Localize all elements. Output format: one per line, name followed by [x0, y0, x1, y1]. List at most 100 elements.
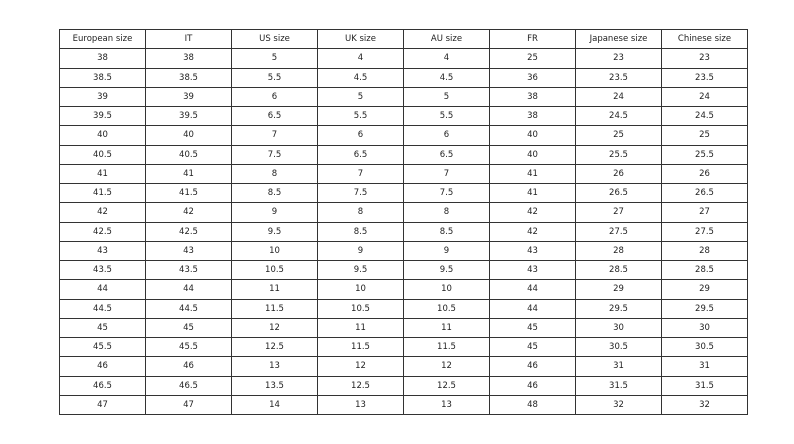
table-cell: 5 — [403, 86, 490, 108]
table-cell: 10 — [403, 279, 490, 300]
table-cell: 42.5 — [59, 221, 146, 242]
table-cell: 27.5 — [575, 221, 662, 242]
table-cell: 45 — [489, 317, 576, 339]
table-cell: 31.5 — [575, 375, 662, 396]
table-cell: 23 — [575, 48, 662, 69]
table-cell: 23.5 — [661, 67, 748, 88]
table-cell: 41 — [489, 163, 576, 185]
table-cell: 48 — [489, 394, 576, 416]
table-cell: 43 — [59, 240, 146, 262]
table-cell: 27 — [575, 202, 662, 223]
column-header: Japanese size — [575, 28, 662, 50]
table-cell: 40 — [59, 125, 146, 146]
table-cell: 8.5 — [317, 221, 404, 242]
table-cell: 7 — [317, 163, 404, 185]
table-cell: 24.5 — [661, 105, 748, 127]
table-cell: 5.5 — [403, 105, 490, 127]
table-row: 45 45 12 11 11 45 30 30 — [59, 317, 748, 339]
table-cell: 41.5 — [145, 182, 232, 204]
column-header: European size — [59, 28, 146, 50]
table-cell: 25.5 — [661, 144, 748, 165]
table-cell: 11.5 — [231, 298, 318, 319]
table-cell: 31 — [575, 356, 662, 377]
table-cell: 30 — [575, 317, 662, 339]
table-row: 43 43 10 9 9 43 28 28 — [59, 240, 748, 262]
table-cell: 46.5 — [59, 375, 146, 396]
table-cell: 44 — [145, 279, 232, 300]
table-cell: 42 — [489, 202, 576, 223]
table-cell: 8.5 — [403, 221, 490, 242]
column-header: Chinese size — [661, 28, 748, 50]
table-cell: 6.5 — [403, 144, 490, 165]
table-cell: 5.5 — [231, 67, 318, 88]
table-cell: 32 — [661, 394, 748, 416]
table-row: 39 39 6 5 5 38 24 24 — [59, 86, 748, 108]
table-cell: 7 — [403, 163, 490, 185]
table-cell: 39 — [59, 86, 146, 108]
table-header: European size IT US size UK size AU size FR Ja… — [59, 28, 748, 50]
table-cell: 8 — [317, 202, 404, 223]
table-cell: 9 — [317, 240, 404, 262]
table-cell: 27.5 — [661, 221, 748, 242]
table-cell: 31.5 — [661, 375, 748, 396]
table-row: 41 41 8 7 7 41 26 26 — [59, 163, 748, 185]
table-cell: 4.5 — [403, 67, 490, 88]
table-cell: 41 — [145, 163, 232, 185]
table-cell: 12.5 — [231, 336, 318, 358]
table-cell: 41.5 — [59, 182, 146, 204]
table-cell: 9 — [403, 240, 490, 262]
table-cell: 44 — [59, 279, 146, 300]
table-cell: 45 — [489, 336, 576, 358]
table-cell: 10.5 — [317, 298, 404, 319]
table-cell: 23 — [661, 48, 748, 69]
table-cell: 40 — [489, 125, 576, 146]
table-cell: 46.5 — [145, 375, 232, 396]
table-cell: 26 — [575, 163, 662, 185]
table-cell: 29.5 — [575, 298, 662, 319]
table-row: 40.5 40.5 7.5 6.5 6.5 40 25.5 25.5 — [59, 144, 748, 165]
table-cell: 38 — [145, 48, 232, 69]
table-cell: 40 — [489, 144, 576, 165]
table-cell: 40.5 — [145, 144, 232, 165]
table-cell: 38 — [489, 105, 576, 127]
table-cell: 10.5 — [231, 259, 318, 281]
table-cell: 43 — [145, 240, 232, 262]
table-cell: 24.5 — [575, 105, 662, 127]
table-cell: 4.5 — [317, 67, 404, 88]
table-cell: 29 — [661, 279, 748, 300]
table-cell: 9 — [231, 202, 318, 223]
table-cell: 12 — [231, 317, 318, 339]
table-cell: 11.5 — [403, 336, 490, 358]
table-cell: 25.5 — [575, 144, 662, 165]
table-cell: 26.5 — [661, 182, 748, 204]
table-cell: 38.5 — [145, 67, 232, 88]
table-cell: 39.5 — [59, 105, 146, 127]
table-cell: 27 — [661, 202, 748, 223]
table-cell: 11.5 — [317, 336, 404, 358]
table-cell: 43.5 — [59, 259, 146, 281]
table-row: 42 42 9 8 8 42 27 27 — [59, 202, 748, 223]
table-cell: 26.5 — [575, 182, 662, 204]
table-row: 43.5 43.5 10.5 9.5 9.5 43 28.5 28.5 — [59, 259, 748, 281]
table-cell: 30.5 — [575, 336, 662, 358]
table-cell: 24 — [661, 86, 748, 108]
table-cell: 25 — [661, 125, 748, 146]
column-header: UK size — [317, 28, 404, 50]
table-cell: 13 — [403, 394, 490, 416]
table-cell: 5 — [317, 86, 404, 108]
table-cell: 46 — [59, 356, 146, 377]
table-cell: 13.5 — [231, 375, 318, 396]
table-cell: 7 — [231, 125, 318, 146]
table-cell: 13 — [317, 394, 404, 416]
table-cell: 42.5 — [145, 221, 232, 242]
table-cell: 30.5 — [661, 336, 748, 358]
table-cell: 7.5 — [231, 144, 318, 165]
table-cell: 12 — [403, 356, 490, 377]
table-row: 44 44 11 10 10 44 29 29 — [59, 279, 748, 300]
table-cell: 12.5 — [403, 375, 490, 396]
table-cell: 6 — [403, 125, 490, 146]
table-cell: 28 — [661, 240, 748, 262]
table-cell: 38 — [59, 48, 146, 69]
table-row: 41.5 41.5 8.5 7.5 7.5 41 26.5 26.5 — [59, 182, 748, 204]
table-cell: 24 — [575, 86, 662, 108]
